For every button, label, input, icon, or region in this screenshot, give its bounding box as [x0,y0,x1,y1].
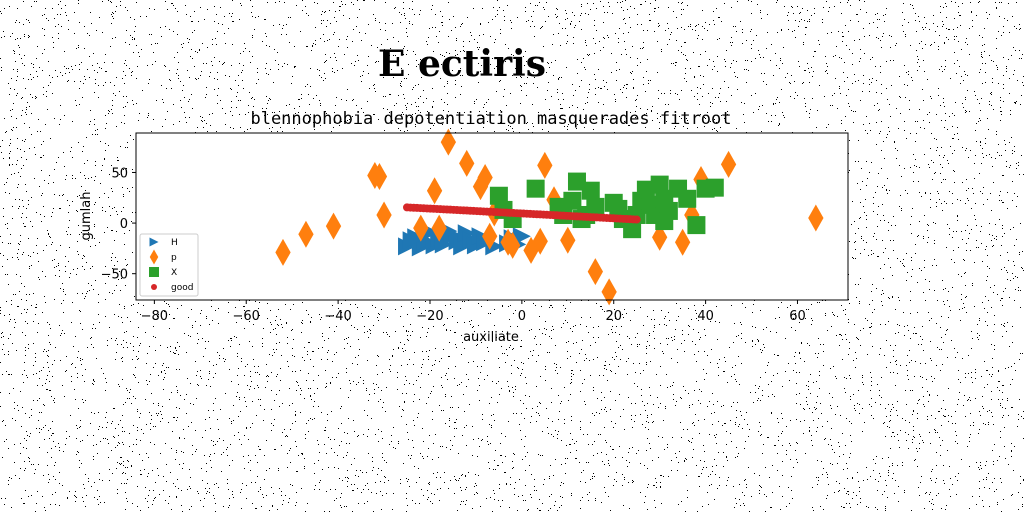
data-point [587,258,604,286]
data-point [537,151,553,179]
data-point [636,180,655,199]
data-point [687,216,706,235]
data-point [526,179,545,198]
data-point [655,189,674,208]
data-point [376,201,392,229]
x-tick-label: 60 [789,309,806,324]
data-point [532,227,548,255]
data-point [652,223,668,251]
data-point [674,228,691,256]
data-point [505,231,521,259]
chart-title: E ectiris [378,43,546,85]
legend-marker [149,237,159,247]
data-point [426,177,443,205]
legend-item: H [149,237,178,248]
data-marks [275,128,824,306]
data-point [678,189,697,208]
axis-ticks: −80 −60 −40 −20 0 20 40 60 −50 0 50 [101,166,806,324]
data-point [476,233,495,252]
x-tick-label: −20 [416,309,443,324]
data-point [567,172,586,191]
data-point [808,204,824,232]
data-point [560,226,576,254]
data-point [431,214,447,242]
x-axis-label: auxiliate [463,330,519,345]
legend-marker [149,249,159,265]
data-point [482,222,498,250]
legend-box [139,233,199,297]
data-point [440,128,457,156]
x-tick-label: −80 [141,309,168,324]
data-point [466,236,485,255]
data-point [705,178,724,197]
y-tick-label: 50 [111,166,128,181]
legend-label: X [171,268,177,278]
data-point [275,238,291,266]
data-point [453,237,472,256]
data-point [477,164,493,192]
legend-marker [149,267,159,277]
x-tick-label: 40 [697,309,714,324]
data-point [632,215,641,224]
data-point [459,149,475,177]
data-point [623,220,642,239]
y-tick-label: −50 [101,268,128,283]
data-point [367,162,383,190]
data-point [413,214,429,242]
data-point [720,150,737,178]
x-tick-label: −60 [233,309,260,324]
legend-marker [151,284,157,290]
legend-label: H [171,238,178,248]
x-tick-label: 0 [518,309,526,324]
data-point [609,199,628,218]
legend-item: X [149,267,177,278]
data-point [650,175,669,194]
data-point [298,220,314,248]
data-point [402,231,421,250]
data-point [601,278,617,306]
legend-label: good [171,283,193,293]
data-point [563,191,582,210]
y-axis-label: gumlah [79,192,94,241]
legend-item: p [149,249,177,265]
data-point [425,236,444,255]
chart-subtitle: blennophobia depotentiation masquerades … [250,109,731,129]
legend-item: good [151,283,193,293]
data-point [581,181,600,200]
data-point [489,186,508,205]
series-good [403,203,641,224]
y-tick-label: 0 [120,217,128,232]
plot-frame [135,132,849,301]
data-point [457,224,476,243]
data-point [325,212,342,240]
x-tick-label: −40 [324,309,351,324]
legend-label: p [171,253,177,263]
x-tick-label: 20 [605,309,622,324]
